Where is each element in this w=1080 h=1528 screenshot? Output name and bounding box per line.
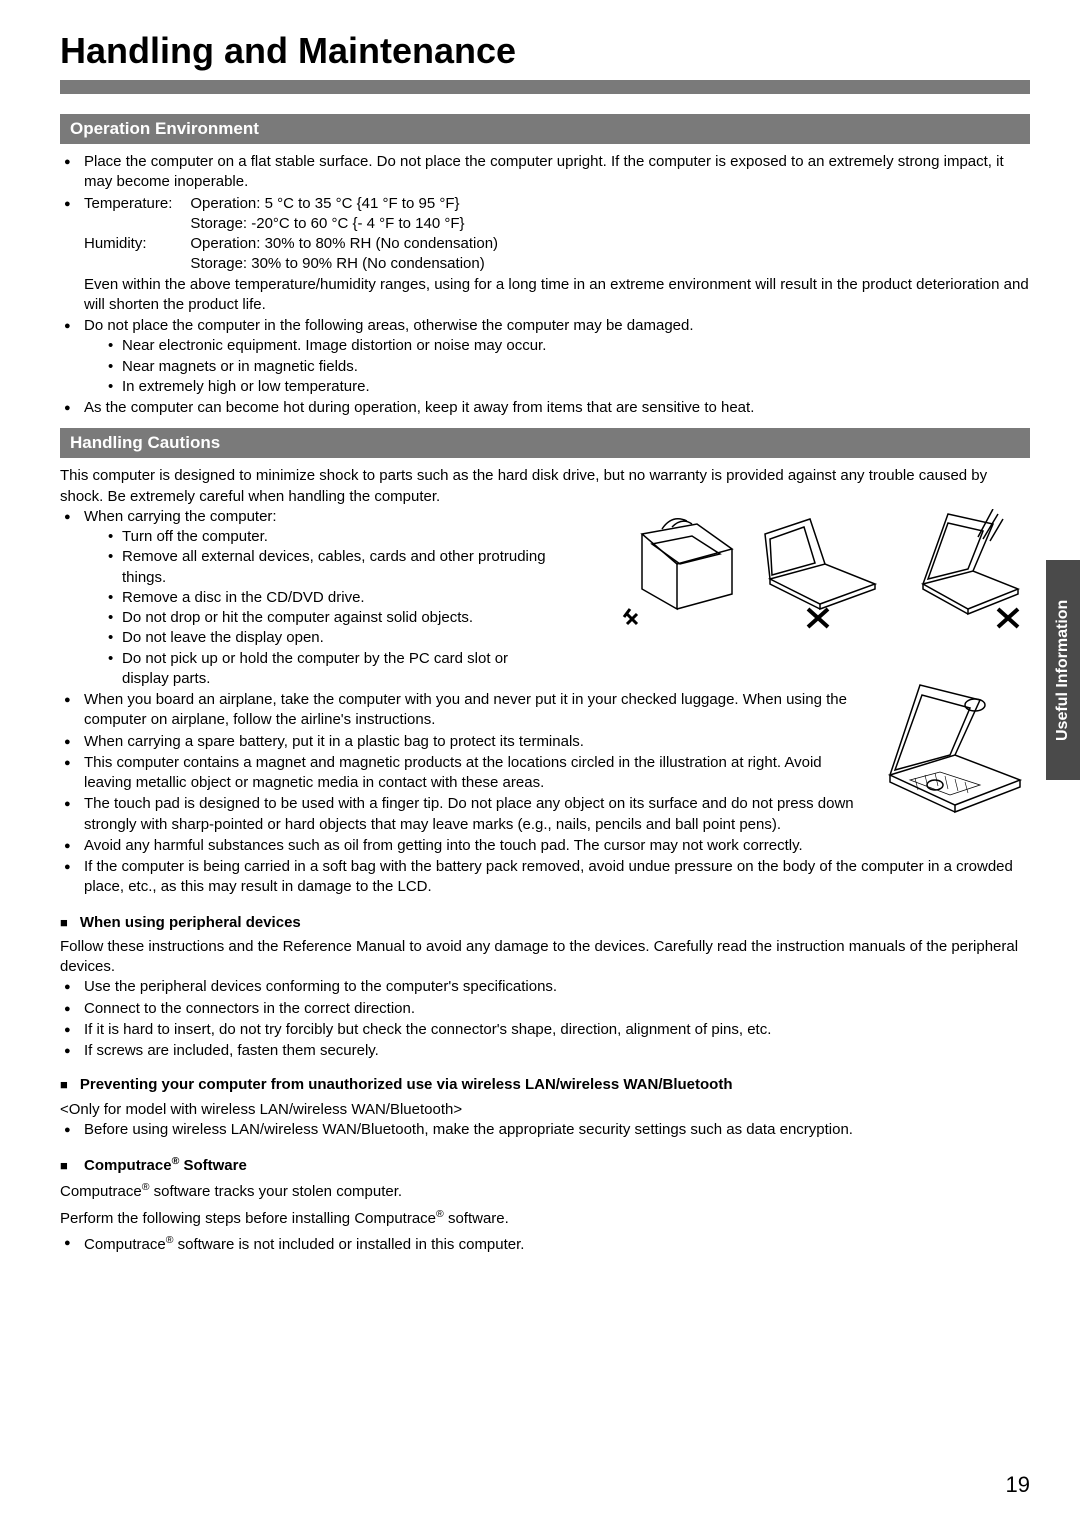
handling-intro: This computer is designed to minimize sh… <box>60 466 1030 507</box>
operation-env-content: Place the computer on a flat stable surf… <box>60 152 1030 418</box>
temp-label: Temperature: <box>84 194 190 214</box>
side-tab-useful-info: Useful Information <box>1046 560 1080 780</box>
carry-sub-turnoff: Turn off the computer. <box>108 527 1030 547</box>
hum-storage: Storage: 30% to 90% RH (No condensation) <box>190 254 498 274</box>
section-header-handling: Handling Cautions <box>60 428 1030 458</box>
softbag-item: If the computer is being carried in a so… <box>60 857 1030 898</box>
carry-sub-remove-ext: Remove all external devices, cables, car… <box>108 547 548 588</box>
wireless-note: <Only for model with wireless LAN/wirele… <box>60 1100 1030 1120</box>
periph-spec: Use the peripheral devices conforming to… <box>60 977 1030 997</box>
temp-operation: Operation: 5 °C to 35 °C {41 °F to 95 °F… <box>190 194 498 214</box>
periph-screws: If screws are included, fasten them secu… <box>60 1041 1030 1061</box>
section-header-operation-env: Operation Environment <box>60 114 1030 144</box>
env-sub-temperature: In extremely high or low temperature. <box>108 377 1030 397</box>
periph-insert: If it is hard to insert, do not try forc… <box>60 1020 1030 1040</box>
carry-sub-display: Do not leave the display open. <box>108 628 1030 648</box>
carry-item: When carrying the computer: Turn off the… <box>60 507 1030 689</box>
page-number: 19 <box>1006 1472 1030 1498</box>
peripheral-intro: Follow these instructions and the Refere… <box>60 937 1030 978</box>
hum-label: Humidity: <box>84 234 190 254</box>
env-item-specs: Temperature: Operation: 5 °C to 35 °C {4… <box>60 194 1030 316</box>
handling-content: This computer is designed to minimize sh… <box>60 466 1030 1255</box>
title-divider <box>60 80 1030 94</box>
airplane-item: When you board an airplane, take the com… <box>60 690 900 731</box>
carry-sub-drop: Do not drop or hit the computer against … <box>108 608 1030 628</box>
wireless-heading: Preventing your computer from unauthoriz… <box>60 1075 1030 1095</box>
wireless-security: Before using wireless LAN/wireless WAN/B… <box>60 1120 1030 1140</box>
touchpad-item: The touch pad is designed to be used wit… <box>60 794 920 835</box>
env-sub-magnets: Near magnets or in magnetic fields. <box>108 357 1030 377</box>
carry-sub-pickup: Do not pick up or hold the computer by t… <box>108 649 548 690</box>
env-item-heat: As the computer can become hot during op… <box>60 398 1030 418</box>
hum-operation: Operation: 30% to 80% RH (No condensatio… <box>190 234 498 254</box>
magnet-item: This computer contains a magnet and magn… <box>60 753 900 794</box>
computrace-line1: Computrace® software tracks your stolen … <box>60 1180 1030 1202</box>
carry-sub-remove-disc: Remove a disc in the CD/DVD drive. <box>108 588 1030 608</box>
env-note: Even within the above temperature/humidi… <box>84 275 1030 316</box>
oil-item: Avoid any harmful substances such as oil… <box>60 836 1030 856</box>
computrace-not-included: Computrace® software is not included or … <box>60 1233 1030 1255</box>
periph-connect: Connect to the connectors in the correct… <box>60 999 1030 1019</box>
computrace-heading: Computrace® Software <box>60 1154 1030 1176</box>
battery-item: When carrying a spare battery, put it in… <box>60 732 1030 752</box>
peripheral-heading: When using peripheral devices <box>60 913 1030 933</box>
page-title: Handling and Maintenance <box>60 30 1030 72</box>
temp-storage: Storage: -20°C to 60 °C {- 4 °F to 140 °… <box>190 214 498 234</box>
computrace-line2: Perform the following steps before insta… <box>60 1207 1030 1229</box>
env-sub-electronic: Near electronic equipment. Image distort… <box>108 336 1030 356</box>
env-item-areas: Do not place the computer in the followi… <box>60 316 1030 397</box>
env-item-surface: Place the computer on a flat stable surf… <box>60 152 1030 193</box>
